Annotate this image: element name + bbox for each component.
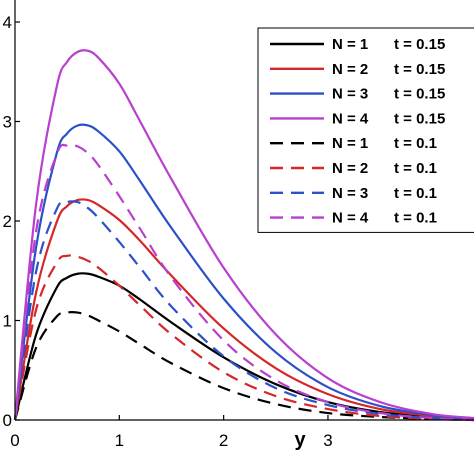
- x-tick-label: 1: [115, 431, 124, 450]
- legend: N = 1 t = 0.15 N = 2 t = 0.15 N = 3 t = 0.15 N…: [257, 27, 474, 233]
- y-tick-label: 1: [3, 312, 12, 331]
- legend-label-n: N = 4: [332, 110, 369, 127]
- legend-label-n: N = 1: [332, 135, 368, 152]
- legend-label-t: t = 0.1: [394, 210, 437, 227]
- tick-labels: 0 1 2 3 0 1 2 3 4: [3, 13, 333, 450]
- legend-label-t: t = 0.15: [394, 61, 445, 78]
- y-tick-label: 2: [3, 212, 12, 231]
- legend-label-n: N = 3: [332, 86, 368, 103]
- series-line-7: [13, 200, 474, 422]
- series-line-8: [13, 143, 474, 422]
- x-tick-label: 2: [219, 431, 228, 450]
- series-lines: [13, 49, 474, 422]
- legend-label-t: t = 0.15: [394, 110, 445, 127]
- y-tick-label: 0: [3, 411, 12, 430]
- legend-box: [257, 27, 474, 233]
- x-tick-label: 3: [323, 431, 332, 450]
- y-tick-label: 3: [3, 113, 12, 132]
- legend-label-n: N = 4: [332, 210, 369, 227]
- legend-label-t: t = 0.15: [394, 36, 445, 53]
- series-line-4: [13, 49, 474, 421]
- legend-label-n: N = 1: [332, 36, 368, 53]
- legend-label-t: t = 0.1: [394, 160, 437, 177]
- series-line-2: [13, 198, 474, 421]
- legend-label-n: N = 2: [332, 160, 368, 177]
- legend-label-t: t = 0.1: [394, 185, 437, 202]
- series-line-6: [13, 254, 474, 422]
- x-tick-label: 0: [10, 431, 19, 450]
- legend-label-t: t = 0.15: [394, 86, 445, 103]
- x-axis-label: y: [294, 429, 306, 451]
- series-line-1: [13, 272, 474, 421]
- series-line-5: [13, 311, 474, 422]
- y-tick-label: 4: [3, 13, 12, 32]
- legend-label-t: t = 0.1: [394, 135, 437, 152]
- series-line-3: [13, 123, 474, 421]
- legend-label-n: N = 2: [332, 61, 368, 78]
- axes: [14, 0, 474, 421]
- legend-label-n: N = 3: [332, 185, 368, 202]
